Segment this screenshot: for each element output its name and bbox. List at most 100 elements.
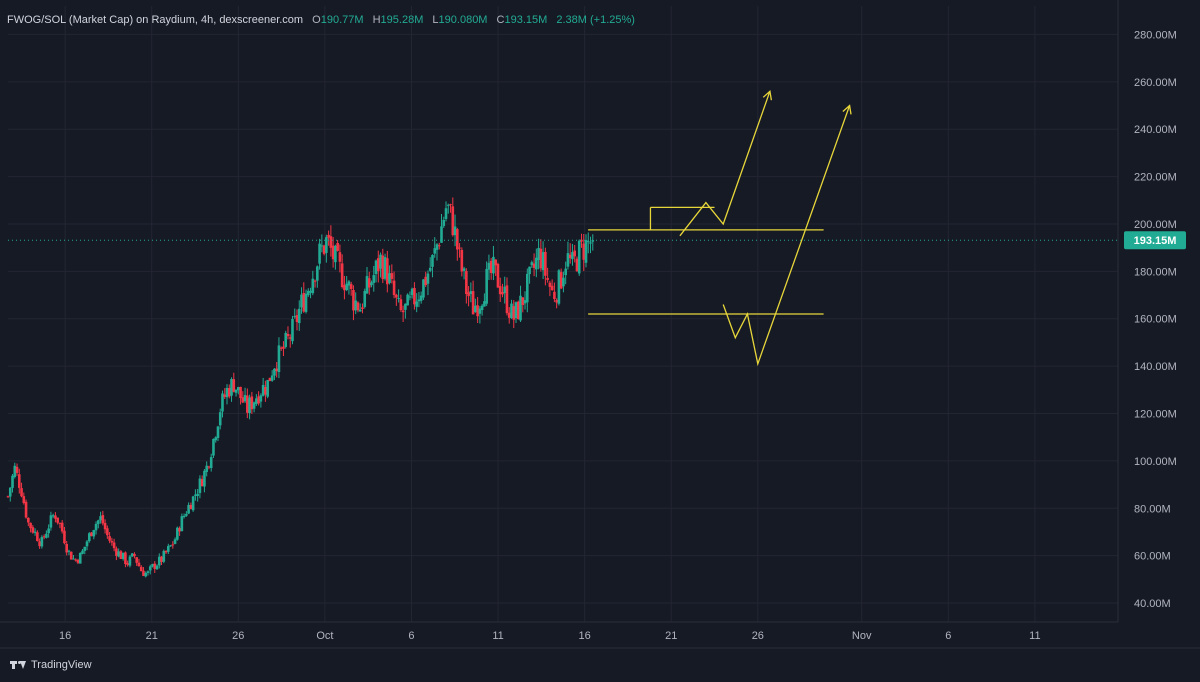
candle-body [268,377,272,382]
tradingview-brand[interactable]: TradingView [10,659,92,671]
candle-body [85,541,89,547]
candle-body [212,438,215,456]
high-value: 195.28M [380,14,424,26]
candle-body [521,297,525,306]
candle-body [22,496,26,504]
candle-body [103,522,107,530]
candle-body [236,387,240,391]
candle-body [65,543,69,553]
candle-body [243,395,247,402]
candle-body [467,292,470,297]
candle-body [444,208,448,219]
candle-body [372,275,376,283]
candle-body [347,281,351,286]
candle-body [503,286,507,294]
candle-body [480,305,484,311]
candle-body [586,241,590,243]
candle-body [476,305,479,317]
candle-body [155,565,159,570]
candle-body [112,542,116,549]
candle-body [11,475,14,488]
candle-body [257,396,260,404]
candle-body [261,384,265,396]
candle-body [507,312,511,318]
open-label: O [312,14,321,26]
candle-body [514,302,518,319]
candle-body [169,545,172,547]
candle-body [469,291,473,295]
candle-body [176,527,179,540]
candle-body [286,333,290,337]
candle-body [358,309,362,312]
candle-body [433,248,437,254]
candle-body [334,245,337,263]
candle-body [209,457,213,469]
x-tick-label: 21 [146,630,158,642]
candle-body [530,262,534,266]
candle-body [555,299,558,303]
candle-body [311,278,315,294]
candle-body [178,528,181,532]
candle-body [343,285,346,291]
candle-body [392,280,396,296]
candle-body [516,301,520,320]
candle-body [160,556,163,562]
candle-body [252,402,256,409]
candle-body [29,522,32,529]
candle-body [494,259,497,266]
candle-body [381,255,385,280]
candle-body [198,478,202,494]
candle-body [282,346,285,349]
candle-body [302,293,306,312]
candle-body [356,302,360,311]
candle-body [275,368,278,372]
candle-body [230,378,233,396]
candle-body [428,267,432,271]
candle-body [320,245,324,247]
candle-body [544,251,547,276]
candle-body [45,533,48,538]
candle-body [76,559,80,563]
candle-body [239,386,242,399]
y-tick-label: 60.00M [1134,551,1171,563]
candle-body [167,546,170,552]
candle-body [133,553,136,557]
candle-body [376,258,380,272]
tradingview-logo-icon [10,660,26,670]
candle-body [225,387,229,398]
candle-body [101,515,105,524]
candle-body [148,566,152,571]
candle-body [135,557,138,563]
candle-body [462,268,466,271]
candle-body [162,550,166,562]
candle-body [336,243,339,251]
candle-body [90,532,93,537]
candle-body [546,277,549,280]
candle-body [130,553,134,557]
candle-body [410,288,414,296]
y-tick-label: 140.00M [1134,361,1177,373]
candle-body [571,252,574,260]
candle-body [31,527,35,533]
candle-body [313,280,317,282]
candle-body [87,533,91,542]
candle-body [564,268,567,276]
candle-body [591,240,595,242]
low-value: 190.080M [438,14,488,26]
candle-body [185,513,188,516]
candle-body [293,316,297,318]
x-tick-label: 6 [945,630,951,642]
candle-body [496,263,500,288]
candle-body [108,536,111,541]
candle-body [78,552,82,564]
candle-body [191,496,195,511]
candle-body [505,285,509,314]
candle-body [562,277,565,287]
candle-body [27,517,30,523]
candle-body [51,515,55,517]
candle-body [306,290,310,296]
candle-body [510,303,513,319]
candle-body [501,292,504,295]
candle-body [528,266,531,275]
